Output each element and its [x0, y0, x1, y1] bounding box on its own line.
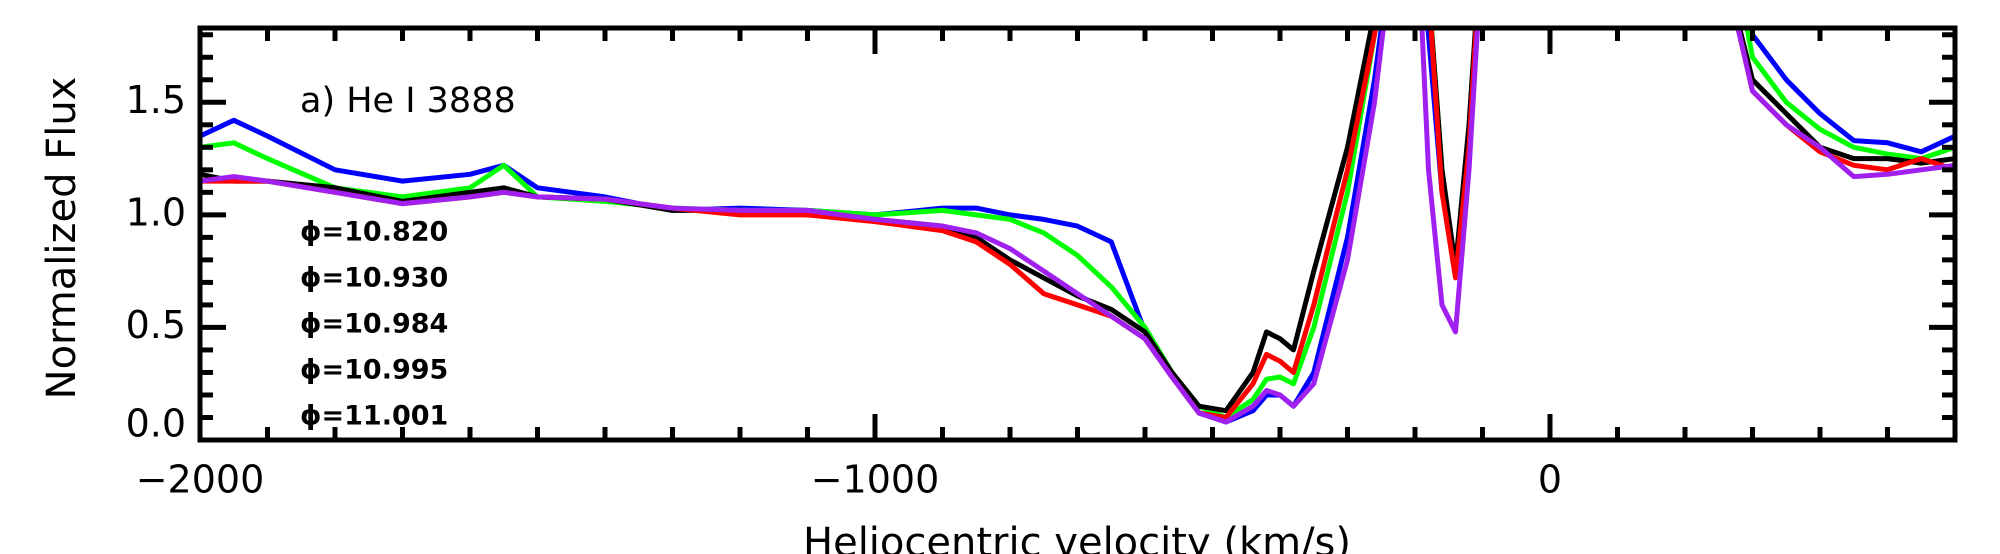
legend-label: ϕ=10.820	[300, 217, 448, 248]
legend-label: ϕ=10.930	[300, 263, 448, 294]
plot-area	[200, 28, 1955, 425]
annotation: a) He I 3888	[300, 81, 516, 121]
x-axis-label: Heliocentric velocity (km/s)	[803, 520, 1351, 554]
y-tick-label: 0.0	[126, 402, 186, 446]
y-tick-label: 1.5	[126, 78, 186, 122]
y-tick-label: 1.0	[126, 190, 186, 234]
legend-label: ϕ=10.995	[300, 355, 448, 386]
x-tick-label: −1000	[811, 458, 940, 502]
data-line	[200, 28, 1955, 420]
data-line	[200, 28, 1955, 414]
y-axis-label: Normalized Flux	[39, 77, 85, 400]
data-line	[200, 28, 1955, 425]
data-line	[200, 28, 1955, 425]
data-line	[200, 28, 1955, 420]
y-tick-label: 0.5	[126, 303, 186, 347]
x-tick-label: −2000	[136, 458, 265, 502]
legend-label: ϕ=10.984	[300, 309, 448, 340]
x-tick-label: 0	[1538, 458, 1562, 502]
legend-label: ϕ=11.001	[300, 401, 448, 432]
